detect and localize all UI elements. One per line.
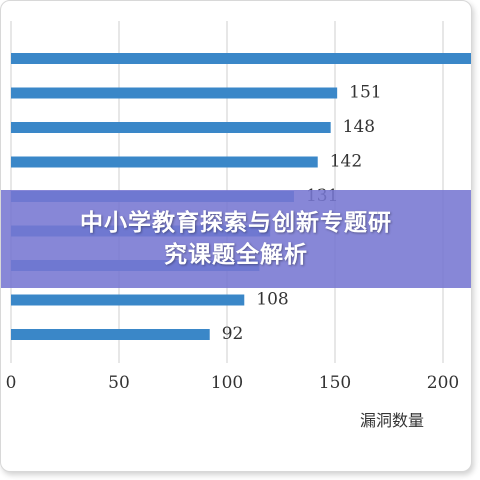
bar-2 [11,122,331,133]
banner-title-line-2: 究课题全解析 [164,242,308,268]
banner-title-line-1: 中小学教育探索与创新专题研 [80,210,392,236]
title-banner: 中小学教育探索与创新专题研 究课题全解析 [1,190,471,288]
bar-8 [11,329,210,340]
x-tick-label-0: 0 [6,373,17,393]
bar-value-label-3: 142 [330,152,362,172]
bar-value-label-2: 148 [343,117,375,137]
bar-value-label-1: 151 [349,83,381,103]
chart-frame: 15114814213110892050100150200漏洞数量 中小学教育探… [0,0,472,472]
bar-0 [11,53,471,64]
x-tick-label-2: 100 [211,373,243,393]
bar-value-label-8: 92 [222,324,244,344]
x-tick-label-4: 200 [427,373,459,393]
bar-1 [11,87,338,99]
bar-7 [11,294,245,306]
bar-value-label-7: 108 [256,290,288,310]
x-tick-label-3: 150 [319,373,351,393]
x-axis-title: 漏洞数量 [360,411,424,430]
x-tick-label-1: 50 [108,373,130,393]
bar-3 [11,156,318,168]
